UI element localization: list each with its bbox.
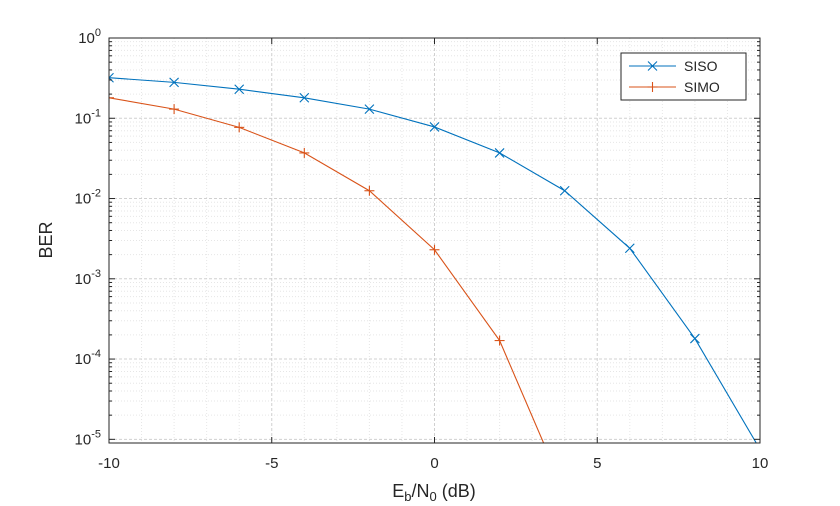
simo-line [109,97,545,443]
simo-point [429,244,440,255]
siso-point [234,84,245,95]
legend-item-simo: SIMO [629,79,720,95]
simo-point [299,147,310,158]
legend: SISO SIMO [620,52,747,101]
legend-item-siso: SISO [629,58,718,74]
x-tick-label: -10 [98,455,120,472]
siso-point [624,243,635,254]
simo-point [494,335,505,346]
siso-point [299,92,310,103]
legend-label-siso: SISO [684,58,718,74]
y-tick-label: 10-4 [75,348,101,368]
siso-point [494,148,505,158]
siso-point [690,333,700,344]
x-tick-label: 0 [430,455,438,472]
legend-box [620,52,747,101]
siso-point [109,72,114,83]
y-tick-label: 10-5 [75,428,101,448]
siso-point [429,122,440,132]
ticks [108,37,761,444]
x-tick-label: 5 [593,455,601,472]
marker-group [109,72,700,346]
siso-point [559,185,570,196]
x-axis-title: Eb/N0 (dB) [392,481,476,504]
simo-point [109,92,114,103]
grid [108,38,761,444]
legend-marker-simo [647,82,658,92]
simo-point [364,185,375,196]
simo-point [169,104,180,115]
y-tick-label: 10-1 [75,107,101,127]
legend-label-simo: SIMO [684,79,720,95]
simo-point [234,122,245,133]
y-tick-labels: 100 10-1 10-2 10-3 10-4 10-5 [75,27,101,448]
y-axis-title: BER [36,221,56,258]
y-tick-label: 100 [78,27,101,47]
siso-point [364,104,375,115]
legend-marker-siso [647,61,658,71]
x-tick-labels: -10 -5 0 5 10 [98,455,768,472]
siso-point [169,77,179,88]
x-tick-label: -5 [265,455,278,472]
y-tick-label: 10-3 [75,268,101,288]
x-tick-label: 10 [752,455,769,472]
y-tick-label: 10-2 [75,188,101,208]
